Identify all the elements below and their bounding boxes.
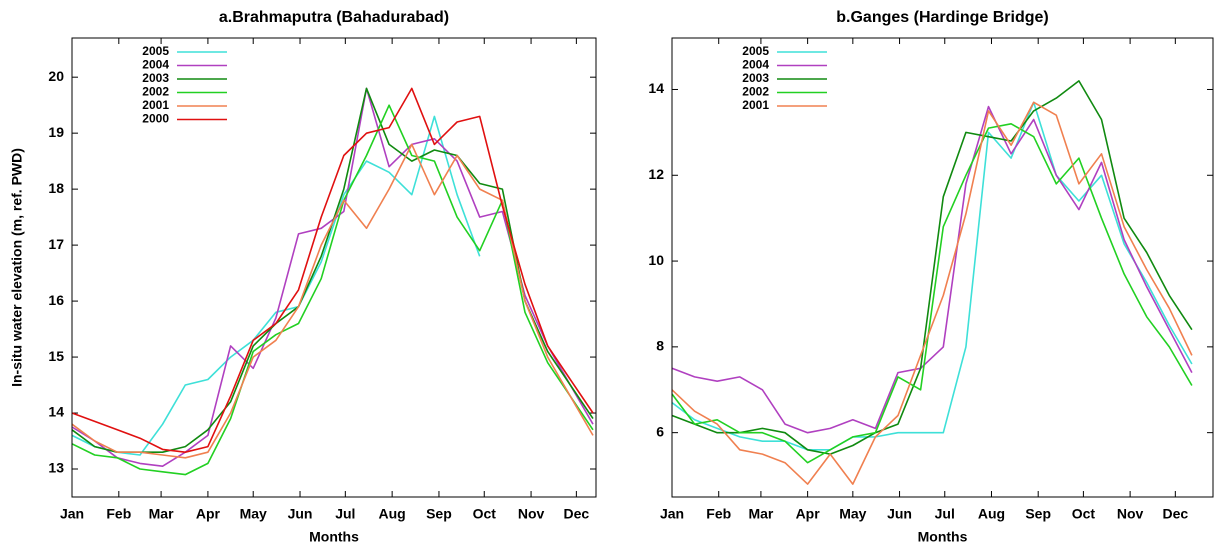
series-line (71, 104, 594, 476)
plot-frame (671, 37, 1214, 498)
y-tick-label: 14 (648, 80, 664, 96)
y-tick-label: 8 (656, 338, 664, 354)
chart-title: b.Ganges (Hardinge Bridge) (836, 9, 1048, 26)
legend-label: 2003 (142, 71, 169, 85)
y-tick-label: 13 (48, 460, 64, 476)
y-tick-label: 15 (48, 348, 64, 364)
x-tick-label: Feb (706, 506, 731, 522)
x-axis-label: Months (309, 529, 359, 545)
x-tick-label: Sep (426, 506, 452, 522)
series-line (671, 101, 1193, 451)
x-tick-label: Dec (1162, 506, 1188, 522)
x-tick-label: Jun (887, 506, 912, 522)
legend-label: 2001 (742, 98, 769, 112)
x-axis-label: Months (918, 529, 968, 545)
x-tick-label: Jan (60, 506, 84, 522)
x-tick-label: Jun (288, 506, 313, 522)
series-line (671, 80, 1193, 455)
x-tick-label: Nov (518, 506, 545, 522)
legend-label: 2005 (742, 44, 769, 58)
legend-label: 2001 (142, 98, 169, 112)
series-line (71, 87, 594, 453)
legend-label: 2004 (742, 58, 769, 72)
x-tick-label: May (240, 506, 267, 522)
x-tick-label: Oct (1072, 506, 1096, 522)
x-tick-label: Aug (379, 506, 406, 522)
x-tick-label: Oct (473, 506, 497, 522)
legend-label: 2000 (142, 112, 169, 126)
series-line (71, 143, 594, 459)
series-line (671, 123, 1193, 464)
y-tick-label: 19 (48, 124, 64, 140)
y-axis-label: In-situ water elevation (m, ref. PWD) (9, 148, 25, 387)
x-tick-label: Apr (196, 506, 221, 522)
y-tick-label: 20 (48, 68, 64, 84)
y-tick-label: 6 (656, 423, 664, 439)
y-tick-label: 10 (648, 252, 664, 268)
y-tick-label: 16 (48, 292, 64, 308)
series-line (71, 87, 594, 453)
legend-label: 2005 (142, 44, 169, 58)
x-tick-label: Sep (1025, 506, 1051, 522)
series-line (71, 87, 594, 467)
legend-label: 2002 (142, 85, 169, 99)
legend-label: 2002 (742, 85, 769, 99)
legend-label: 2004 (142, 58, 169, 72)
x-tick-label: Apr (796, 506, 821, 522)
x-tick-label: Nov (1117, 506, 1144, 522)
series-line (71, 115, 481, 456)
y-tick-label: 18 (48, 180, 64, 196)
legend-label: 2003 (742, 71, 769, 85)
y-tick-label: 17 (48, 236, 64, 252)
y-tick-label: 14 (48, 404, 64, 420)
y-tick-label: 12 (648, 166, 664, 182)
series-line (671, 105, 1193, 434)
x-tick-label: Jul (335, 506, 355, 522)
plot-frame (71, 37, 597, 498)
x-tick-label: Mar (748, 506, 773, 522)
x-tick-label: Mar (149, 506, 174, 522)
x-tick-label: Feb (106, 506, 131, 522)
x-tick-label: May (839, 506, 866, 522)
x-tick-label: Dec (564, 506, 590, 522)
x-tick-label: Jul (935, 506, 955, 522)
x-tick-label: Jan (660, 506, 684, 522)
chart-title: a.Brahmaputra (Bahadurabad) (219, 9, 449, 26)
series-line (671, 101, 1193, 485)
x-tick-label: Aug (978, 506, 1005, 522)
